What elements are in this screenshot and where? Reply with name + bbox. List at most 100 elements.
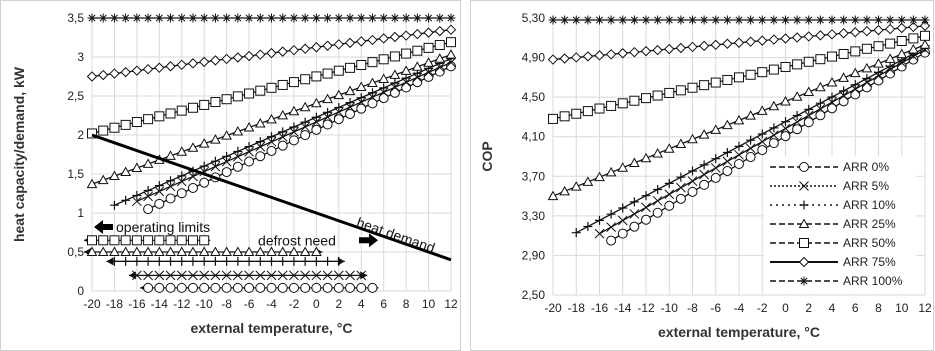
data-point: [143, 186, 153, 196]
data-point: [266, 113, 277, 124]
data-point: [640, 152, 652, 163]
data-point: [699, 15, 709, 25]
data-point: [109, 200, 119, 210]
data-point: [311, 270, 322, 281]
data-point: [311, 97, 322, 108]
x-tick-label: -10: [661, 301, 679, 315]
data-point: [664, 189, 675, 200]
data-point: [255, 256, 265, 266]
data-point: [255, 49, 266, 60]
data-point: [757, 35, 768, 46]
data-point: [244, 256, 254, 266]
data-point: [401, 13, 411, 23]
data-point: [266, 82, 277, 93]
data-point: [559, 185, 570, 196]
data-point: [255, 282, 266, 293]
data-point: [652, 147, 663, 158]
y-tick-label: 3,5: [67, 11, 84, 25]
data-point: [378, 73, 390, 83]
data-point: [378, 93, 389, 104]
data-point: [244, 270, 254, 281]
legend-item: ARR 10%: [770, 198, 896, 212]
data-point: [322, 270, 333, 281]
data-point: [120, 246, 132, 256]
data-point: [653, 15, 663, 25]
data-point: [423, 27, 434, 38]
y-tick-label: 4,50: [522, 90, 546, 104]
data-point: [165, 235, 176, 246]
data-point: [768, 100, 780, 111]
data-point: [333, 65, 344, 76]
legend-label: ARR 25%: [843, 217, 896, 231]
data-point: [594, 171, 605, 182]
data-point: [244, 13, 254, 23]
data-point: [278, 127, 288, 137]
data-point: [311, 112, 321, 122]
data-point: [210, 13, 220, 23]
data-point: [222, 256, 232, 266]
data-point: [187, 142, 199, 152]
data-point: [379, 13, 389, 23]
data-point: [142, 63, 154, 75]
data-point: [688, 15, 697, 25]
series-star: [548, 15, 930, 25]
legend-marker: [799, 181, 809, 191]
data-point: [699, 160, 709, 170]
series-diamond: [547, 20, 931, 65]
data-point: [345, 282, 356, 293]
defrost-need-label: defrost need: [258, 232, 336, 248]
data-point: [176, 105, 187, 116]
data-point: [629, 197, 639, 207]
data-point: [629, 209, 640, 219]
data-point: [445, 24, 457, 35]
data-point: [583, 222, 593, 232]
data-point: [885, 38, 896, 49]
x-tick-label: -14: [614, 301, 632, 315]
data-point: [411, 61, 423, 71]
x-axis-label: external temperature, °C: [658, 324, 820, 340]
data-point: [641, 15, 651, 25]
data-point: [210, 246, 221, 256]
x-tick-label: 4: [358, 297, 365, 311]
data-point: [792, 124, 803, 135]
data-point: [885, 15, 895, 25]
data-point: [199, 99, 210, 110]
legend-label: ARR 75%: [843, 255, 896, 269]
data-point: [131, 235, 142, 246]
data-point: [165, 282, 176, 293]
data-point: [559, 53, 570, 64]
data-point: [188, 13, 198, 23]
data-point: [401, 48, 412, 59]
y-tick-label: 2: [77, 128, 84, 142]
y-tick-label: 3,70: [522, 169, 546, 183]
data-point: [367, 34, 378, 46]
data-point: [780, 123, 791, 134]
data-point: [176, 59, 187, 71]
data-point: [97, 246, 109, 256]
x-tick-label: -2: [289, 297, 300, 311]
data-point: [412, 28, 423, 40]
data-point: [322, 68, 333, 79]
data-point: [446, 13, 456, 23]
data-point: [582, 51, 594, 62]
data-point: [266, 246, 277, 256]
data-point: [401, 73, 411, 83]
x-tick-label: 4: [829, 301, 836, 315]
y-tick-label: 3: [77, 50, 84, 64]
x-tick-label: 6: [380, 297, 387, 311]
data-point: [177, 256, 187, 266]
data-point: [781, 117, 790, 127]
series-triangle: [547, 39, 931, 201]
data-point: [278, 13, 288, 23]
data-point: [699, 80, 710, 91]
legend-label: ARR 5%: [843, 179, 889, 193]
data-point: [617, 228, 628, 239]
data-point: [769, 130, 779, 140]
data-point: [423, 42, 434, 53]
data-point: [154, 235, 165, 246]
x-tick-label: 12: [918, 301, 932, 315]
data-point: [722, 119, 733, 130]
data-point: [165, 246, 176, 256]
data-point: [177, 13, 187, 23]
data-point: [862, 74, 872, 84]
